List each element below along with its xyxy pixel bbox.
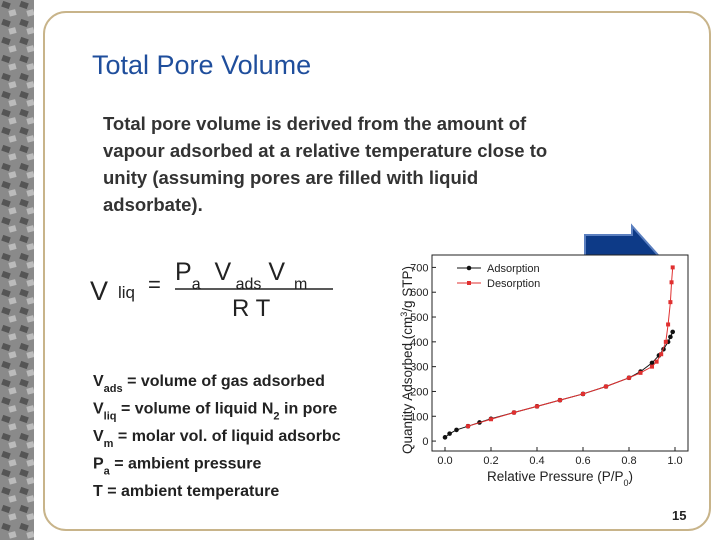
text-part: a bbox=[104, 466, 111, 478]
data-point bbox=[670, 265, 675, 270]
y-tick-label: 200 bbox=[410, 386, 428, 398]
legend-marker bbox=[467, 281, 471, 285]
legend-marker bbox=[466, 265, 472, 271]
x-tick-label: 0.8 bbox=[621, 455, 636, 467]
x-tick-label: 0.0 bbox=[437, 455, 452, 467]
text-part: liq bbox=[104, 411, 117, 423]
text-part: in pore bbox=[280, 401, 338, 418]
text-part: m bbox=[285, 276, 307, 293]
text-part: 2 bbox=[273, 411, 279, 423]
text-part: 0 bbox=[624, 478, 629, 488]
rich-text: Relative Pressure (P/P0) bbox=[487, 469, 633, 488]
text-part: ) bbox=[629, 469, 634, 484]
y-tick-label: 100 bbox=[410, 411, 428, 423]
y-tick-label: 500 bbox=[410, 312, 428, 324]
text-part: T = ambient temperature bbox=[93, 483, 279, 500]
data-point bbox=[654, 359, 659, 364]
text-part: /g STP) bbox=[400, 266, 415, 312]
data-point bbox=[668, 334, 673, 340]
data-point bbox=[604, 384, 608, 389]
legend-label: Adsorption bbox=[487, 263, 540, 275]
text-part: P bbox=[93, 456, 104, 473]
data-point bbox=[489, 417, 493, 422]
y-tick-label: 0 bbox=[422, 436, 428, 448]
text-part: Quantity Adsorbed (cm bbox=[400, 317, 415, 454]
rich-text: Vads = volume of gas adsorbed bbox=[93, 373, 325, 395]
y-tick-label: 300 bbox=[410, 362, 428, 374]
formula-lhs-sub: liq bbox=[118, 283, 135, 302]
data-point bbox=[442, 435, 448, 440]
formula-denominator: R T bbox=[232, 295, 271, 322]
formula-eq: = bbox=[148, 272, 161, 297]
data-point bbox=[669, 280, 674, 285]
rich-text: Vm = molar vol. of liquid adsorbc bbox=[93, 428, 341, 450]
paragraph-line: Total pore volume is derived from the am… bbox=[103, 113, 527, 134]
text-part: m bbox=[104, 438, 114, 450]
text-part: V bbox=[93, 401, 104, 418]
paragraph-line: unity (assuming pores are filled with li… bbox=[103, 167, 478, 188]
paragraph-line: adsorbate). bbox=[103, 194, 203, 215]
text-part: V bbox=[261, 258, 285, 286]
data-point bbox=[627, 375, 631, 380]
legend-label: Desorption bbox=[487, 278, 540, 290]
text-part: = ambient pressure bbox=[110, 456, 262, 473]
x-tick-label: 0.2 bbox=[483, 455, 498, 467]
data-point bbox=[454, 427, 459, 433]
text-part: ads bbox=[231, 276, 261, 293]
data-point bbox=[512, 410, 516, 415]
data-point bbox=[535, 404, 539, 409]
x-tick-label: 1.0 bbox=[667, 455, 682, 467]
text-part: V bbox=[93, 428, 104, 445]
rich-text: Vliq = volume of liquid N2 in pore bbox=[93, 401, 337, 423]
data-point bbox=[668, 300, 673, 305]
text-part: = volume of liquid N bbox=[117, 401, 274, 418]
paragraph-line: vapour adsorbed at a relative temperatur… bbox=[103, 140, 547, 161]
plot-frame bbox=[431, 254, 689, 452]
rich-text: Pa = ambient pressure bbox=[93, 456, 262, 478]
text-part: = volume of gas adsorbed bbox=[123, 373, 325, 390]
text-part: a bbox=[192, 276, 201, 293]
data-point bbox=[670, 329, 675, 335]
data-point bbox=[581, 391, 585, 396]
data-point bbox=[666, 322, 671, 327]
slide-title: Total Pore Volume bbox=[92, 50, 311, 80]
y-tick-label: 400 bbox=[410, 337, 428, 349]
data-point bbox=[466, 424, 470, 429]
rich-text: T = ambient temperature bbox=[93, 483, 279, 500]
y-tick-label: 700 bbox=[410, 262, 428, 274]
side-texture bbox=[0, 0, 34, 540]
data-point bbox=[558, 398, 562, 403]
formula-lhs: V bbox=[90, 276, 108, 306]
x-tick-label: 0.4 bbox=[529, 455, 544, 467]
text-part: = molar vol. of liquid adsorbc bbox=[113, 428, 340, 445]
page-number: 15 bbox=[672, 508, 686, 523]
rich-text: Quantity Adsorbed (cm3/g STP) bbox=[399, 266, 415, 454]
data-point bbox=[650, 364, 654, 369]
text-part: Relative Pressure (P/P bbox=[487, 469, 624, 484]
text-part: P bbox=[175, 258, 192, 286]
text-part: ads bbox=[104, 383, 123, 395]
data-point bbox=[447, 431, 452, 436]
data-point bbox=[649, 360, 655, 366]
y-tick-label: 600 bbox=[410, 287, 428, 299]
text-part: 3 bbox=[399, 312, 409, 317]
text-part: V bbox=[93, 373, 104, 390]
data-point bbox=[663, 339, 668, 344]
text-part: V bbox=[201, 258, 232, 286]
data-point bbox=[638, 370, 643, 375]
data-point bbox=[659, 352, 664, 357]
x-tick-label: 0.6 bbox=[575, 455, 590, 467]
